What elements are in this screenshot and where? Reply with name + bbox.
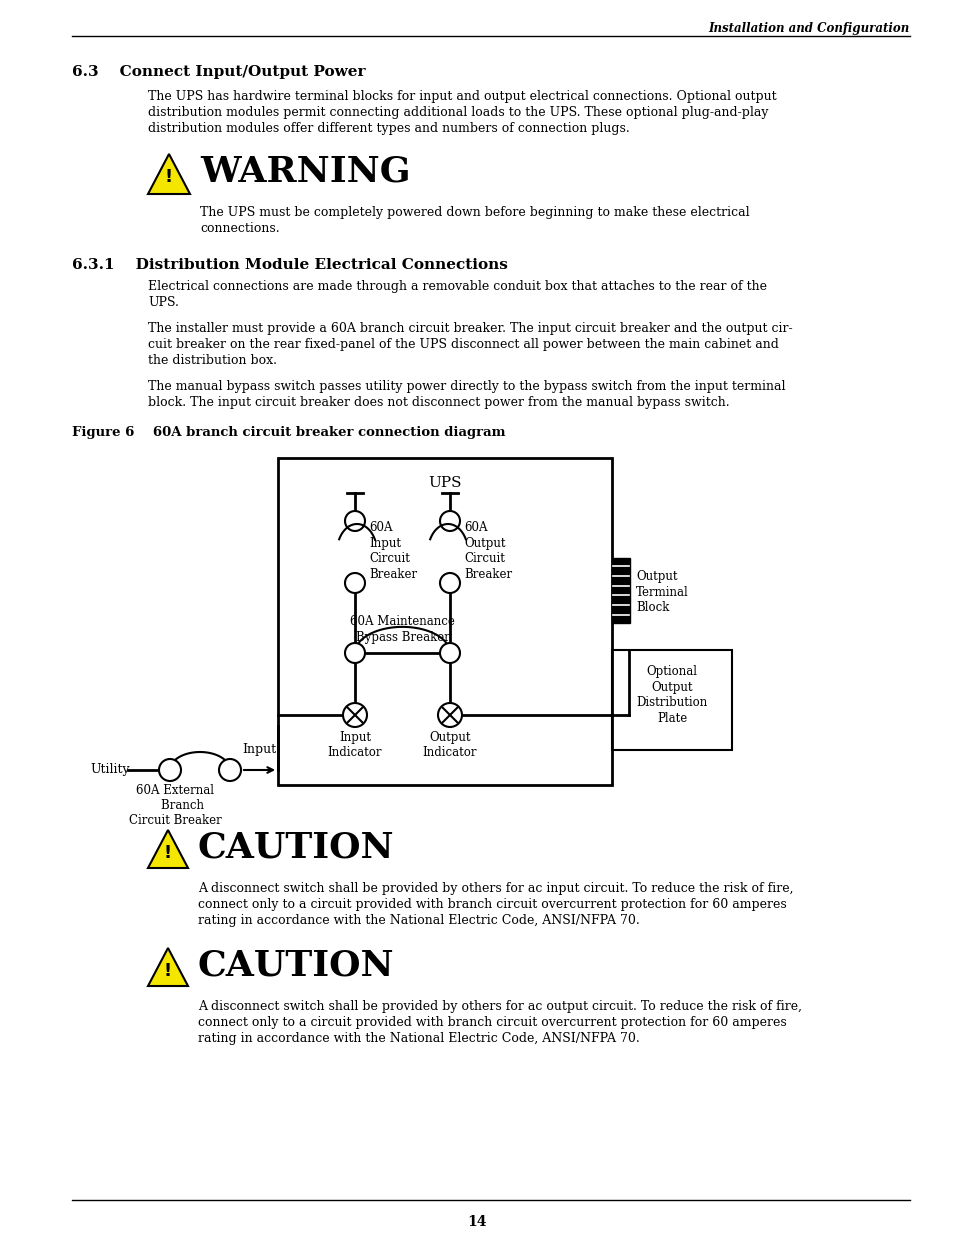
Text: Output
Terminal
Block: Output Terminal Block: [636, 571, 688, 614]
Text: Electrical connections are made through a removable conduit box that attaches to: Electrical connections are made through …: [148, 280, 766, 293]
Text: Optional
Output
Distribution
Plate: Optional Output Distribution Plate: [636, 664, 707, 725]
Text: A disconnect switch shall be provided by others for ac output circuit. To reduce: A disconnect switch shall be provided by…: [198, 1000, 801, 1013]
Text: 60A Maintenance
Bypass Breaker: 60A Maintenance Bypass Breaker: [350, 615, 455, 643]
Text: 6.3    Connect Input/Output Power: 6.3 Connect Input/Output Power: [71, 65, 365, 79]
Text: !: !: [164, 844, 172, 862]
Circle shape: [219, 760, 241, 781]
Text: The UPS has hardwire terminal blocks for input and output electrical connections: The UPS has hardwire terminal blocks for…: [148, 90, 776, 103]
Text: The UPS must be completely powered down before beginning to make these electrica: The UPS must be completely powered down …: [200, 206, 749, 219]
Text: Output
Indicator: Output Indicator: [422, 731, 476, 760]
Circle shape: [437, 703, 461, 727]
Text: 60A
Input
Circuit
Breaker: 60A Input Circuit Breaker: [369, 521, 416, 580]
Text: cuit breaker on the rear fixed-panel of the UPS disconnect all power between the: cuit breaker on the rear fixed-panel of …: [148, 338, 778, 351]
Bar: [612, 558, 629, 622]
Text: UPS: UPS: [428, 475, 461, 490]
Text: !: !: [164, 962, 172, 979]
Text: Installation and Configuration: Installation and Configuration: [708, 22, 909, 35]
Circle shape: [159, 760, 181, 781]
Text: A disconnect switch shall be provided by others for ac input circuit. To reduce : A disconnect switch shall be provided by…: [198, 882, 793, 895]
Text: connections.: connections.: [200, 222, 279, 235]
Text: 60A
Output
Circuit
Breaker: 60A Output Circuit Breaker: [463, 521, 512, 580]
Text: CAUTION: CAUTION: [198, 948, 395, 982]
Text: Figure 6    60A branch circuit breaker connection diagram: Figure 6 60A branch circuit breaker conn…: [71, 426, 505, 438]
Text: Utility: Utility: [90, 763, 130, 777]
Text: 60A External
    Branch
Circuit Breaker: 60A External Branch Circuit Breaker: [129, 784, 221, 827]
Text: The installer must provide a 60A branch circuit breaker. The input circuit break: The installer must provide a 60A branch …: [148, 322, 792, 335]
Circle shape: [345, 511, 365, 531]
Text: rating in accordance with the National Electric Code, ANSI/NFPA 70.: rating in accordance with the National E…: [198, 1032, 639, 1045]
Text: CAUTION: CAUTION: [198, 830, 395, 864]
Circle shape: [439, 511, 459, 531]
Circle shape: [439, 643, 459, 663]
Text: the distribution box.: the distribution box.: [148, 354, 276, 367]
Text: distribution modules offer different types and numbers of connection plugs.: distribution modules offer different typ…: [148, 122, 629, 135]
Text: rating in accordance with the National Electric Code, ANSI/NFPA 70.: rating in accordance with the National E…: [198, 914, 639, 927]
Circle shape: [439, 573, 459, 593]
Text: distribution modules permit connecting additional loads to the UPS. These option: distribution modules permit connecting a…: [148, 106, 768, 119]
Text: 14: 14: [467, 1215, 486, 1229]
Text: Input: Input: [242, 743, 275, 756]
Text: UPS.: UPS.: [148, 296, 178, 309]
Text: !: !: [165, 168, 172, 186]
Circle shape: [345, 573, 365, 593]
Text: block. The input circuit breaker does not disconnect power from the manual bypas: block. The input circuit breaker does no…: [148, 396, 729, 409]
Polygon shape: [148, 154, 190, 194]
Text: The manual bypass switch passes utility power directly to the bypass switch from: The manual bypass switch passes utility …: [148, 380, 784, 393]
Polygon shape: [148, 830, 188, 868]
Text: connect only to a circuit provided with branch circuit overcurrent protection fo: connect only to a circuit provided with …: [198, 1016, 786, 1029]
Circle shape: [343, 703, 367, 727]
Text: Input
Indicator: Input Indicator: [328, 731, 382, 760]
Circle shape: [345, 643, 365, 663]
Polygon shape: [148, 948, 188, 986]
Bar: [612, 650, 731, 750]
Text: connect only to a circuit provided with branch circuit overcurrent protection fo: connect only to a circuit provided with …: [198, 898, 786, 911]
Text: 6.3.1    Distribution Module Electrical Connections: 6.3.1 Distribution Module Electrical Con…: [71, 258, 507, 272]
Bar: [277, 458, 612, 785]
Text: WARNING: WARNING: [200, 154, 410, 188]
